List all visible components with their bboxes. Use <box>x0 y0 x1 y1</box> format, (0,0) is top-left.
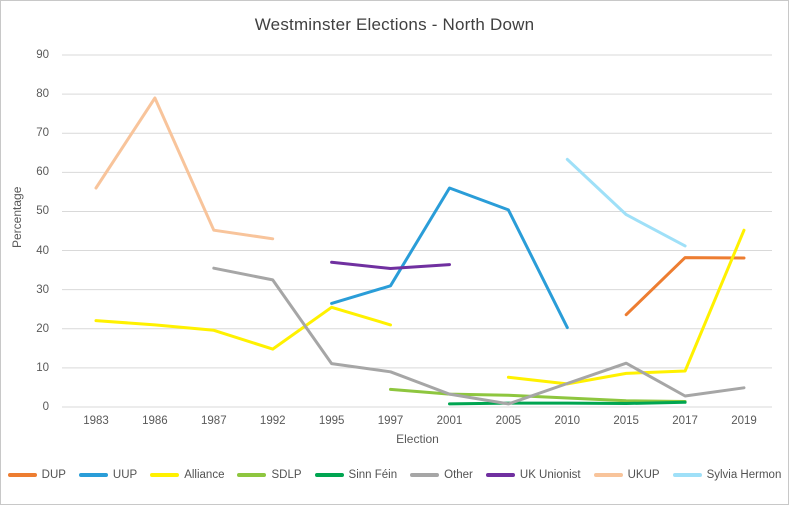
chart-title: Westminster Elections - North Down <box>254 15 535 34</box>
legend-label: Alliance <box>184 469 225 481</box>
legend-label: UK Unionist <box>519 469 581 481</box>
x-tick-label: 2017 <box>672 415 698 427</box>
x-tick-label: 1986 <box>142 415 168 427</box>
series-line-ukup <box>94 96 275 241</box>
legend-swatch-icon <box>485 473 515 477</box>
legend-swatch-icon <box>314 473 344 477</box>
series-line-alliance <box>94 228 746 386</box>
legend-item-dup: DUP <box>7 469 66 481</box>
y-tick-label: 30 <box>36 283 49 296</box>
legend: DUP UUP Alliance SDLP Sinn Féin Other UK Union… <box>1 469 788 481</box>
legend-item-uup: UUP <box>78 469 138 481</box>
series-line-uup <box>330 186 569 330</box>
legend-item-other: Other <box>410 469 473 481</box>
series-line-uk-unionist <box>330 260 451 270</box>
x-tick-label: 1992 <box>259 415 286 427</box>
legend-label: UKUP <box>627 469 660 481</box>
x-tick-label: 2005 <box>495 415 522 427</box>
x-tick-label: 2019 <box>731 415 757 427</box>
y-tick-label: 60 <box>36 166 49 179</box>
y-tick-label: 70 <box>36 127 49 140</box>
legend-swatch-icon <box>7 473 37 477</box>
legend-swatch-icon <box>672 473 702 477</box>
legend-swatch-icon <box>150 473 180 477</box>
legend-item-sinn-f-in: Sinn Féin <box>314 469 398 481</box>
legend-swatch-icon <box>410 473 440 477</box>
legend-label: SDLP <box>271 469 302 481</box>
x-tick-label: 1995 <box>318 415 345 427</box>
legend-label: Sinn Féin <box>348 469 398 481</box>
y-tick-label: 10 <box>36 361 49 374</box>
series-line-sinn-f-in <box>448 400 687 406</box>
legend-label: Other <box>444 469 473 481</box>
legend-item-alliance: Alliance <box>150 469 224 481</box>
x-tick-label: 2015 <box>613 415 639 427</box>
series-line-sylvia-hermon <box>565 157 687 248</box>
series-line-dup <box>624 256 746 317</box>
legend-item-sdlp: SDLP <box>237 469 302 481</box>
legend-swatch-icon <box>237 473 267 477</box>
y-tick-label: 90 <box>36 49 49 61</box>
legend-swatch-icon <box>593 473 623 477</box>
y-tick-label: 50 <box>36 205 49 218</box>
x-tick-label: 1983 <box>83 415 109 427</box>
x-tick-label: 2010 <box>554 415 581 427</box>
y-tick-label: 20 <box>36 322 49 335</box>
legend-item-uk-unionist: UK Unionist <box>485 469 581 481</box>
y-tick-label: 80 <box>36 88 49 101</box>
x-axis-title: Election <box>396 432 439 446</box>
x-tick-label: 1987 <box>201 415 227 427</box>
legend-item-ukup: UKUP <box>593 469 660 481</box>
x-tick-label: 2001 <box>436 415 463 427</box>
legend-label: UUP <box>112 469 138 481</box>
legend-item-sylvia-hermon: Sylvia Hermon <box>672 469 782 481</box>
legend-label: DUP <box>41 469 66 481</box>
legend-swatch-icon <box>78 473 108 477</box>
x-tick-label: 1997 <box>377 415 404 427</box>
series-line-other <box>212 266 746 406</box>
y-tick-label: 40 <box>36 244 49 257</box>
y-tick-label: 0 <box>42 401 49 413</box>
series-line-sdlp <box>389 387 687 403</box>
legend-label: Sylvia Hermon <box>706 469 782 481</box>
